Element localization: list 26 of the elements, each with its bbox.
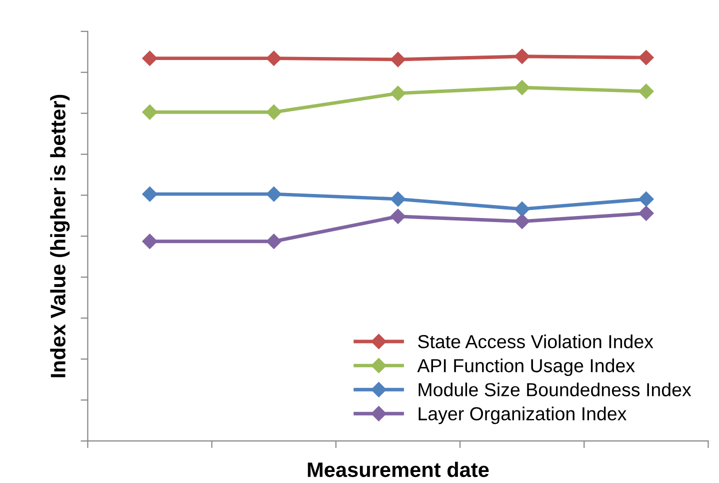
point bbox=[514, 214, 530, 229]
point bbox=[142, 50, 158, 66]
point bbox=[266, 234, 282, 249]
point bbox=[266, 186, 282, 202]
legend-label: State Access Violation Index bbox=[418, 334, 654, 348]
point bbox=[638, 84, 654, 99]
point bbox=[390, 52, 406, 68]
point bbox=[390, 208, 406, 224]
point bbox=[514, 202, 530, 217]
point bbox=[638, 206, 654, 221]
point bbox=[142, 104, 158, 120]
y-axis-title: Index Value (higher is better) bbox=[50, 94, 70, 378]
point bbox=[142, 186, 158, 202]
point bbox=[638, 50, 654, 66]
point bbox=[390, 192, 406, 207]
point bbox=[390, 86, 406, 101]
point bbox=[266, 104, 282, 120]
legend-label: API Function Usage Index bbox=[417, 358, 635, 376]
legend-label: Module Size Boundedness Index bbox=[418, 382, 692, 396]
point bbox=[266, 50, 282, 66]
legend-label: Layer Organization Index bbox=[418, 406, 627, 424]
point bbox=[514, 48, 530, 64]
point bbox=[142, 234, 158, 249]
x-axis-title: Measurement date bbox=[308, 462, 489, 478]
point bbox=[514, 80, 530, 96]
point bbox=[638, 192, 654, 207]
